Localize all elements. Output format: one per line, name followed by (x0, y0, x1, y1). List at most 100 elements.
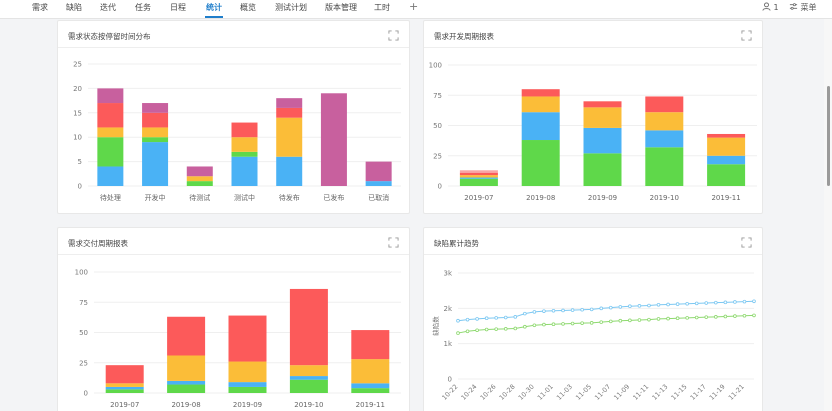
card-divider (58, 254, 409, 255)
data-point (685, 316, 689, 320)
x-tick-label: 11-09 (612, 383, 631, 402)
bar-segment (583, 127, 622, 154)
data-point (694, 315, 699, 320)
user-indicator[interactable]: 1 (762, 2, 779, 12)
x-tick-label: 10-24 (459, 383, 478, 402)
scrollbar-track[interactable] (824, 19, 832, 411)
data-point (456, 331, 460, 335)
y-tick-label: 0 (84, 390, 88, 398)
data-point (561, 308, 565, 313)
scrollbar-thumb[interactable] (827, 86, 830, 186)
x-tick-label: 2019-09 (233, 401, 262, 409)
bar-segment (186, 181, 213, 186)
data-point (532, 310, 537, 314)
chart-card-status-duration: 需求状态按停留时间分布 0 5 10 15 20 25 待处理 开发中 待测试 测试中 待发布 已发布… (57, 20, 410, 214)
data-point (656, 303, 661, 307)
bar-segment (459, 170, 498, 173)
bar-segment (289, 365, 328, 377)
x-tick-label: 11-01 (536, 383, 555, 402)
bar-segment (289, 379, 328, 393)
data-point (589, 307, 594, 312)
menu-label: 菜单 (800, 3, 817, 12)
menu-icon (789, 3, 798, 10)
x-tick-label: 11-13 (650, 383, 669, 402)
top-nav: 需求 缺陷 迭代 任务 日程 统计 概览 测试计划 版本管理 工时 + 1 菜单 (0, 0, 832, 19)
y-tick-label: 25 (73, 61, 82, 69)
bar-segment (186, 176, 213, 182)
bar-segment (351, 330, 390, 360)
x-tick-label: 11-05 (574, 383, 593, 402)
y-tick-label: 3k (443, 270, 452, 278)
bar-segment (276, 156, 303, 186)
user-icon (762, 2, 771, 11)
x-tick-label: 2019-09 (588, 194, 617, 202)
data-point (752, 313, 756, 318)
y-tick-label: 25 (79, 359, 88, 367)
active-tab-indicator (205, 16, 223, 18)
card-divider (424, 47, 762, 48)
bar-segment (289, 288, 328, 366)
bar-segment (707, 137, 746, 156)
data-point (456, 318, 460, 323)
bar-segment (351, 359, 390, 384)
user-count: 1 (773, 3, 779, 12)
x-tick-label: 11-17 (689, 383, 708, 402)
expand-icon[interactable] (388, 237, 399, 248)
tab-2[interactable]: 缺陷 (66, 3, 82, 12)
bar-segment (142, 103, 169, 113)
expand-icon[interactable] (741, 30, 752, 41)
card-title: 需求状态按停留时间分布 (68, 32, 151, 41)
tab-8[interactable]: 测试计划 (275, 3, 307, 12)
tab-1[interactable]: 需求 (32, 3, 48, 12)
data-point (628, 304, 632, 309)
bar-segment (276, 98, 303, 108)
add-tab-button[interactable]: + (409, 0, 419, 13)
tab-3[interactable]: 迭代 (100, 3, 116, 12)
tab-6[interactable]: 统计 (206, 3, 222, 12)
y-tick-label: 10 (73, 134, 82, 142)
bar-segment (365, 161, 392, 182)
x-tick-label: 开发中 (145, 193, 166, 202)
tab-9[interactable]: 版本管理 (325, 3, 357, 12)
tab-10[interactable]: 工时 (374, 3, 390, 12)
data-point (589, 321, 594, 325)
data-point (532, 323, 537, 328)
defect-trend-chart: 0 1k 2k 3k 缺陷数 10-22 10-24 10-26 10-28 10-30 11-01… (431, 270, 756, 402)
data-point (542, 309, 546, 313)
tab-5[interactable]: 日程 (170, 3, 186, 12)
dev-cycle-chart: 0 25 50 75 100 2019-07 2019-08 2019-09 2019-10 20… (429, 62, 757, 202)
x-tick-label: 11-21 (727, 383, 746, 402)
data-point (542, 322, 546, 327)
data-point (599, 306, 604, 311)
menu-button[interactable]: 菜单 (789, 2, 817, 13)
data-point (484, 316, 489, 321)
tab-4[interactable]: 任务 (135, 3, 151, 12)
expand-icon[interactable] (388, 30, 399, 41)
y-tick-label: 50 (79, 329, 88, 337)
data-point (608, 319, 613, 324)
data-point (608, 305, 613, 310)
bar-segment (521, 89, 560, 97)
bar-segment (167, 384, 206, 393)
chart-card-defect-trend: 缺陷累计趋势 0 1k 2k 3k 缺陷数 10-22 10-24 10-26 10-28 10-… (423, 227, 763, 411)
data-point (723, 300, 728, 305)
bar-segment (228, 386, 267, 393)
x-tick-label: 10-30 (517, 383, 536, 402)
data-point (704, 301, 709, 305)
expand-icon[interactable] (741, 237, 752, 248)
data-point (637, 304, 642, 308)
data-point (561, 322, 565, 326)
data-point (503, 327, 508, 331)
x-tick-label: 2019-10 (650, 194, 679, 202)
bar-segment (167, 316, 206, 356)
tab-7[interactable]: 概览 (240, 3, 256, 12)
bar-segment (707, 164, 746, 186)
x-tick-label: 11-19 (708, 383, 727, 402)
y-tick-label: 0 (78, 183, 82, 191)
bar-segment (142, 127, 169, 138)
data-point (723, 314, 728, 319)
bar-segment (97, 127, 124, 138)
x-tick-label: 已发布 (323, 193, 344, 202)
data-point (685, 301, 689, 306)
y-axis-label: 缺陷数 (431, 316, 440, 336)
